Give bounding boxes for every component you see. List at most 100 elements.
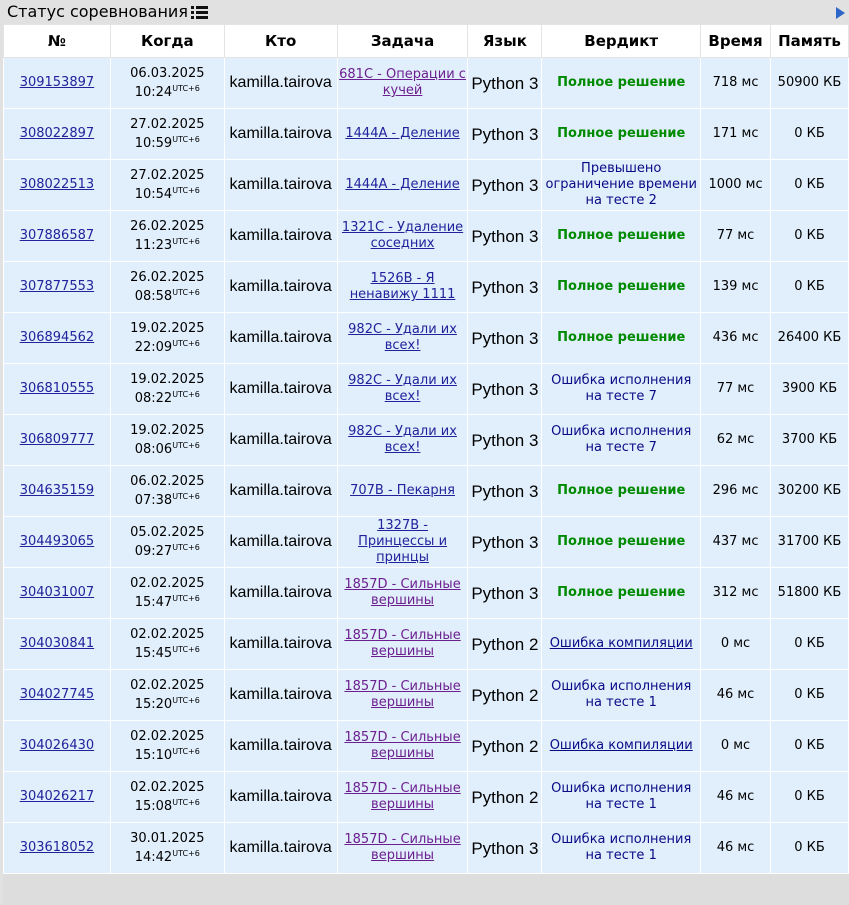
verdict-cell: Полное решение	[541, 57, 702, 109]
submission-id-link[interactable]: 304493065	[19, 534, 95, 549]
submission-time: 15:10	[134, 748, 173, 763]
problem-cell: 1327B - Принцессы и принцы	[336, 516, 469, 568]
col-header-time[interactable]: Время	[700, 24, 771, 58]
submission-id-link[interactable]: 304635159	[19, 483, 95, 498]
verdict-cell: Полное решение	[541, 516, 702, 568]
submission-id-cell: 304030841	[3, 618, 111, 670]
timezone-label: UTC+6	[172, 849, 200, 858]
submission-id-link[interactable]: 307886587	[19, 228, 95, 243]
verdict-text: Ошибка исполнения на тесте 7	[551, 424, 692, 455]
verdict-cell: Полное решение	[541, 312, 702, 364]
author-name: kamilla.tairova	[229, 277, 332, 295]
time-used-cell: 0 мс	[700, 720, 771, 772]
timezone-label: UTC+6	[172, 645, 200, 654]
verdict-cell: Ошибка исполнения на тесте 1	[541, 822, 702, 874]
memory-used-cell: 3900 КБ	[770, 363, 849, 415]
memory-used-cell: 31700 КБ	[770, 516, 849, 568]
submissions-table: № Когда Кто Задача Язык Вердикт Время Па…	[3, 24, 849, 874]
memory-used-cell: 0 КБ	[770, 822, 849, 874]
problem-link[interactable]: 982C - Удали их всех!	[348, 424, 457, 455]
time-used-cell: 1000 мс	[700, 159, 771, 211]
submission-id-link[interactable]: 307877553	[19, 279, 95, 294]
problem-link[interactable]: 707B - Пекарня	[350, 483, 455, 498]
table-row: 306810555 19.02.2025 08:22UTC+6 kamilla.tai…	[3, 363, 849, 415]
submission-date: 06.02.2025	[130, 474, 205, 489]
language-cell: Python 3	[467, 516, 543, 568]
problem-link[interactable]: 1327B - Принцессы и принцы	[358, 518, 448, 565]
table-row: 304493065 05.02.2025 09:27UTC+6 kamilla.tai…	[3, 516, 849, 568]
col-header-verdict[interactable]: Вердикт	[541, 24, 702, 58]
submission-id-link[interactable]: 306894562	[19, 330, 95, 345]
language-cell: Python 3	[467, 414, 543, 466]
problem-link[interactable]: 1444A - Деление	[345, 126, 460, 141]
verdict-link[interactable]: Ошибка компиляции	[549, 738, 693, 753]
submission-id-cell: 304031007	[3, 567, 111, 619]
problem-link[interactable]: 1857D - Сильные вершины	[344, 577, 461, 608]
language-cell: Python 2	[467, 720, 543, 772]
col-header-id[interactable]: №	[3, 24, 111, 58]
problem-link[interactable]: 1857D - Сильные вершины	[344, 832, 461, 863]
problem-link[interactable]: 1857D - Сильные вершины	[344, 628, 461, 659]
submission-id-link[interactable]: 304026430	[19, 738, 95, 753]
submission-id-cell: 304026217	[3, 771, 111, 823]
submission-id-link[interactable]: 308022897	[19, 126, 95, 141]
col-header-problem[interactable]: Задача	[336, 24, 469, 58]
submission-id-link[interactable]: 309153897	[19, 75, 95, 90]
problem-link[interactable]: 1857D - Сильные вершины	[344, 781, 461, 812]
timezone-label: UTC+6	[172, 390, 200, 399]
who-cell: kamilla.tairova	[223, 210, 338, 262]
submission-id-link[interactable]: 306810555	[19, 381, 95, 396]
verdict-cell: Ошибка компиляции	[541, 720, 702, 772]
verdict-text: Полное решение	[557, 75, 686, 90]
when-cell: 19.02.2025 08:22UTC+6	[109, 363, 225, 415]
col-header-when[interactable]: Когда	[109, 24, 225, 58]
triangle-right-icon[interactable]	[836, 4, 845, 23]
submission-id-link[interactable]: 304031007	[19, 585, 95, 600]
verdict-text: Полное решение	[557, 228, 686, 243]
submissions-panel: № Когда Кто Задача Язык Вердикт Время Па…	[3, 24, 849, 905]
memory-used-cell: 30200 КБ	[770, 465, 849, 517]
verdict-text: Ошибка исполнения на тесте 1	[551, 781, 692, 812]
submission-id-link[interactable]: 306809777	[19, 432, 95, 447]
language-cell: Python 3	[467, 57, 543, 109]
col-header-memory[interactable]: Память	[770, 24, 849, 58]
submission-time: 14:42	[134, 850, 173, 865]
when-cell: 06.02.2025 07:38UTC+6	[109, 465, 225, 517]
memory-used-cell: 0 КБ	[770, 771, 849, 823]
verdict-cell: Полное решение	[541, 465, 702, 517]
submission-id-link[interactable]: 303618052	[19, 840, 95, 855]
submission-id-link[interactable]: 308022513	[19, 177, 95, 192]
list-icon[interactable]	[190, 4, 208, 25]
problem-link[interactable]: 1526B - Я ненавижу 1111	[349, 271, 456, 302]
table-row: 304027745 02.02.2025 15:20UTC+6 kamilla.tai…	[3, 669, 849, 721]
memory-used-cell: 3700 КБ	[770, 414, 849, 466]
submission-id-link[interactable]: 304030841	[19, 636, 95, 651]
submission-id-link[interactable]: 304026217	[19, 789, 95, 804]
verdict-link[interactable]: Ошибка компиляции	[549, 636, 693, 651]
problem-link[interactable]: 982C - Удали их всех!	[348, 373, 457, 404]
problem-link[interactable]: 1321C - Удаление соседних	[341, 220, 464, 251]
who-cell: kamilla.tairova	[223, 618, 338, 670]
language-cell: Python 3	[467, 159, 543, 211]
problem-link[interactable]: 982C - Удали их всех!	[348, 322, 457, 353]
table-row: 306809777 19.02.2025 08:06UTC+6 kamilla.tai…	[3, 414, 849, 466]
problem-link[interactable]: 681C - Операции с кучей	[339, 67, 466, 98]
who-cell: kamilla.tairova	[223, 159, 338, 211]
verdict-text: Полное решение	[557, 279, 686, 294]
language-cell: Python 3	[467, 465, 543, 517]
memory-used-cell: 0 КБ	[770, 159, 849, 211]
timezone-label: UTC+6	[172, 288, 200, 297]
problem-link[interactable]: 1857D - Сильные вершины	[344, 679, 461, 710]
col-header-language[interactable]: Язык	[467, 24, 543, 58]
problem-link[interactable]: 1857D - Сильные вершины	[344, 730, 461, 761]
col-header-who[interactable]: Кто	[223, 24, 338, 58]
who-cell: kamilla.tairova	[223, 720, 338, 772]
submission-id-cell: 304026430	[3, 720, 111, 772]
author-name: kamilla.tairova	[229, 226, 332, 244]
memory-used-cell: 0 КБ	[770, 210, 849, 262]
when-cell: 02.02.2025 15:10UTC+6	[109, 720, 225, 772]
submission-id-link[interactable]: 304027745	[19, 687, 95, 702]
verdict-cell: Полное решение	[541, 108, 702, 160]
problem-link[interactable]: 1444A - Деление	[345, 177, 460, 192]
time-used-cell: 46 мс	[700, 669, 771, 721]
